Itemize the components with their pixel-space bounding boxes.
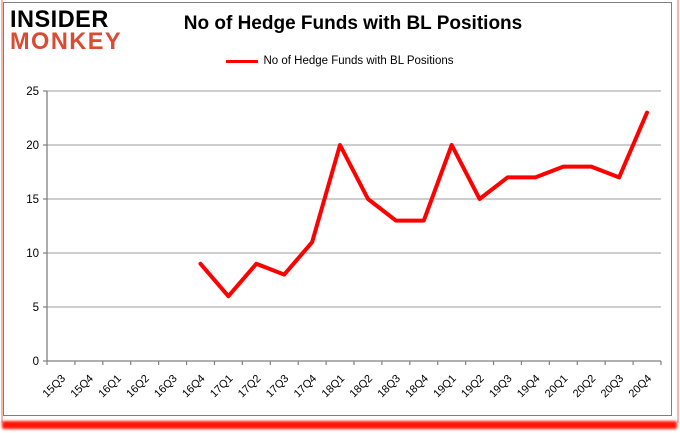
x-axis-label: 16Q4	[180, 373, 208, 401]
logo-insider-text: INSIDER	[10, 6, 109, 33]
x-axis-label: 19Q1	[431, 373, 459, 401]
legend-line-swatch	[226, 59, 259, 63]
x-axis-label: 17Q4	[292, 373, 320, 401]
brand-stripe	[2, 421, 677, 429]
x-axis-label: 18Q1	[320, 373, 348, 401]
x-axis-label: 20Q1	[543, 373, 571, 401]
logo-monkey-text: MONKEY	[10, 28, 123, 56]
series-line	[198, 110, 649, 299]
y-axis-label: 10	[26, 248, 39, 260]
x-axis-label: 20Q2	[571, 373, 599, 401]
x-axis-label: 17Q2	[236, 373, 264, 401]
x-axis-label: 18Q2	[348, 373, 376, 401]
x-axis-label: 19Q4	[515, 373, 543, 401]
x-axis-label: 18Q4	[403, 373, 431, 401]
chart-card-border	[3, 2, 672, 416]
y-axis-label: 20	[26, 140, 39, 152]
insider-monkey-logo: INSIDER MONKEY	[10, 6, 123, 56]
legend: No of Hedge Funds with BL Positions	[0, 55, 680, 67]
x-axis-label: 15Q3	[41, 373, 69, 401]
legend-label: No of Hedge Funds with BL Positions	[263, 55, 454, 67]
chart-title: No of Hedge Funds with BL Positions	[183, 13, 523, 34]
x-axis-label: 15Q4	[68, 373, 96, 401]
x-axis-label: 17Q3	[264, 373, 292, 401]
right-red-glow	[676, 0, 679, 423]
y-axis-label: 5	[33, 302, 39, 314]
x-axis-label: 19Q3	[487, 373, 515, 401]
x-axis-label: 16Q2	[124, 373, 152, 401]
left-red-glow	[0, 0, 3, 423]
x-axis-label: 20Q3	[599, 373, 627, 401]
x-axis-label: 19Q2	[459, 373, 487, 401]
y-axis-label: 15	[26, 194, 39, 206]
x-axis-label: 16Q1	[96, 373, 124, 401]
y-axis-label: 25	[26, 86, 39, 98]
x-axis-label: 20Q4	[627, 373, 655, 401]
x-axis-label: 17Q1	[208, 373, 236, 401]
x-axis-label: 16Q3	[152, 373, 180, 401]
y-axis-label: 0	[33, 356, 39, 368]
x-axis-label: 18Q3	[375, 373, 403, 401]
